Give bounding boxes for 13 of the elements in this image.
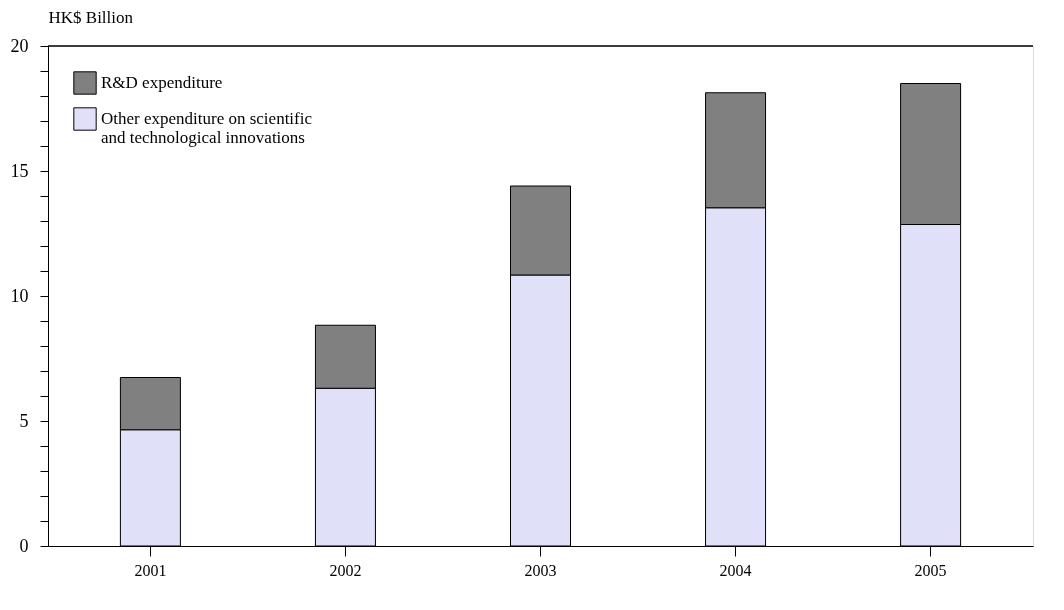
legend-label: Other expenditure on scientific and technological innovations <box>101 109 313 147</box>
y-tick-label: 10 <box>10 285 29 306</box>
x-tick-label: 2003 <box>524 561 557 579</box>
y-tick-label: 20 <box>10 35 29 56</box>
y-axis-title: HK$ Billion <box>48 7 134 27</box>
x-tick-label: 2004 <box>719 561 752 579</box>
x-tick-label: 2002 <box>329 561 362 579</box>
x-tick-label: 2005 <box>914 561 947 579</box>
x-tick-label: 2001 <box>134 561 167 579</box>
legend-label: R&D expenditure <box>101 73 223 92</box>
y-tick-label: 0 <box>19 535 29 556</box>
y-tick-label: 5 <box>19 410 29 431</box>
y-tick-label: 15 <box>10 160 29 181</box>
